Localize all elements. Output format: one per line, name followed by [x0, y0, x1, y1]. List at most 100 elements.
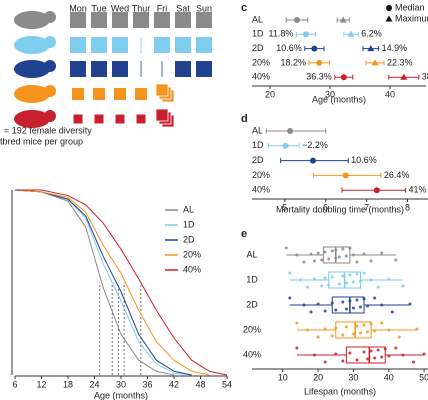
category-label: 40%	[243, 349, 261, 359]
x-tick-label: 50	[419, 372, 428, 382]
data-point	[373, 356, 377, 360]
data-point	[366, 330, 370, 334]
food-block	[136, 114, 146, 124]
data-point	[337, 255, 341, 259]
data-point	[316, 251, 320, 255]
food-block	[154, 37, 170, 53]
legend-label: 40%	[183, 264, 201, 274]
legend-label: Maximum	[395, 13, 428, 23]
data-point	[412, 360, 416, 364]
x-tick-label: 20	[313, 372, 323, 382]
food-block	[72, 88, 84, 100]
food-block	[175, 37, 191, 53]
data-point	[284, 246, 288, 250]
survival-curve	[14, 189, 192, 376]
x-tick-label: 6	[323, 202, 328, 212]
data-point	[373, 296, 377, 300]
data-point	[376, 285, 380, 289]
change-label: −2.2%	[302, 140, 328, 150]
data-point	[362, 271, 366, 275]
legend-label: 2D	[183, 234, 195, 244]
data-point	[334, 308, 338, 312]
data-point	[341, 359, 345, 363]
data-point	[288, 296, 292, 300]
box	[322, 246, 351, 264]
data-point	[380, 251, 384, 255]
category-label: 2D	[246, 299, 258, 309]
data-point	[380, 355, 384, 359]
data-point	[295, 346, 299, 350]
food-block	[115, 114, 125, 124]
data-point	[330, 334, 334, 338]
data-point	[348, 273, 352, 277]
x-tick-label: 6	[12, 379, 17, 389]
food-block	[91, 61, 107, 77]
day-label: Mon	[69, 3, 87, 13]
estimate-dot	[342, 172, 349, 179]
category-label: AL	[252, 14, 263, 24]
category-label: 20%	[243, 324, 261, 334]
data-point	[337, 282, 341, 286]
change-label: 10.6%	[351, 155, 377, 165]
note: tbred mice per group	[0, 136, 83, 146]
max-triangle	[371, 59, 379, 66]
food-block	[94, 114, 104, 124]
data-point	[320, 284, 324, 288]
box	[331, 296, 365, 314]
mouse-head	[44, 85, 56, 97]
mouse-icon	[14, 11, 50, 29]
mouse-icon	[14, 85, 50, 103]
food-stack	[155, 83, 169, 97]
day-label: Tue	[91, 3, 106, 13]
data-point	[355, 272, 359, 276]
max-triangle	[400, 73, 408, 80]
data-point	[323, 276, 327, 280]
day-label: Sat	[176, 3, 190, 13]
mouse-icon	[14, 60, 50, 78]
change-label: 6.2%	[361, 29, 382, 39]
x-tick-label: 12	[36, 379, 46, 389]
category-label: 2D	[252, 155, 264, 165]
data-point	[309, 310, 313, 314]
category-label: 1D	[252, 140, 264, 150]
day-label: Fri	[157, 3, 168, 13]
data-point	[369, 349, 373, 353]
data-point	[323, 309, 327, 313]
survival-curve	[14, 189, 175, 376]
estimate-dot	[309, 157, 316, 164]
box	[335, 321, 372, 339]
food-block	[93, 88, 105, 100]
change-label: 18.2%	[280, 57, 306, 67]
data-point	[369, 259, 373, 263]
category-label: 1D	[252, 29, 264, 39]
data-point	[330, 249, 334, 253]
mouse-head	[44, 60, 56, 72]
data-point	[305, 285, 309, 289]
panel-label: c	[241, 2, 247, 14]
change-label: 11.8%	[269, 29, 294, 39]
mouse-head	[44, 11, 56, 23]
x-tick-label: 30	[348, 372, 358, 382]
data-point	[330, 275, 334, 279]
max-triangle	[347, 30, 355, 37]
food-block	[70, 12, 86, 28]
data-point	[355, 298, 359, 302]
day-label: Thur	[132, 3, 151, 13]
data-point	[313, 259, 317, 263]
food-block	[175, 12, 191, 28]
x-tick-label: 36	[142, 379, 152, 389]
data-point	[351, 332, 355, 336]
food-block	[73, 114, 83, 124]
max-triangle	[339, 16, 347, 23]
median-dot	[316, 59, 323, 66]
mouse-icon	[14, 110, 50, 128]
data-point	[351, 306, 355, 310]
data-point	[320, 258, 324, 262]
data-point	[355, 324, 359, 328]
estimate-dot	[282, 142, 289, 149]
food-block	[112, 37, 128, 53]
food-stack	[155, 108, 169, 122]
data-point	[344, 281, 348, 285]
x-tick-label: 30	[116, 379, 126, 389]
legend-marker	[386, 5, 392, 11]
